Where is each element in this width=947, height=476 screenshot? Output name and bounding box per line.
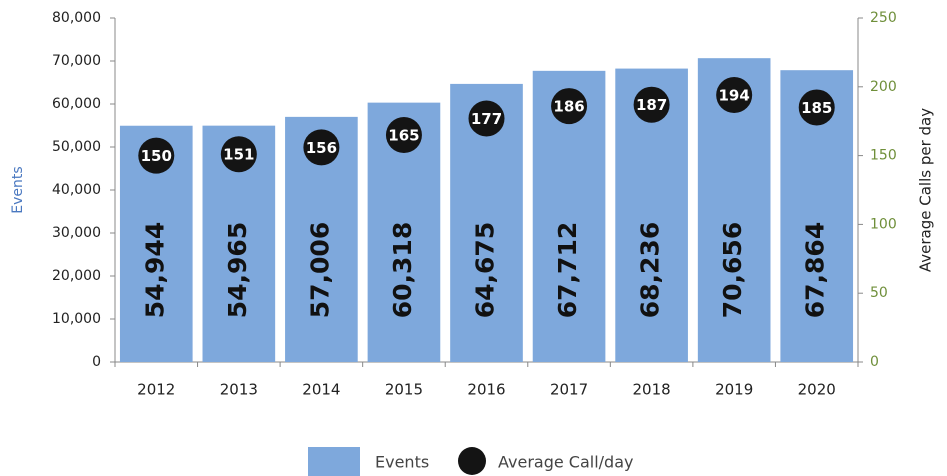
y-tick-label: 70,000	[52, 53, 101, 69]
bar-value-label: 54,965	[223, 222, 252, 318]
call-marker	[551, 88, 588, 125]
call-value-label: 156	[306, 139, 337, 157]
y-tick-label: 20,000	[52, 268, 101, 284]
call-value-label: 187	[636, 96, 667, 114]
x-tick-label: 2016	[467, 381, 505, 399]
y2-tick-label: 100	[870, 216, 897, 232]
y2-axis-label: Average Calls per day	[917, 108, 935, 272]
y-tick-label: 0	[92, 354, 101, 370]
call-marker	[220, 136, 257, 173]
legend-swatch	[308, 447, 360, 476]
x-tick-label: 2019	[715, 381, 753, 399]
call-value-label: 177	[471, 110, 502, 128]
y-tick-label: 30,000	[52, 225, 101, 241]
call-marker	[138, 137, 175, 174]
call-marker	[798, 89, 835, 126]
bar-value-label: 68,236	[636, 222, 665, 318]
x-tick-label: 2020	[798, 381, 836, 399]
y-tick-label: 10,000	[52, 311, 101, 327]
call-value-label: 186	[553, 98, 584, 116]
call-value-label: 185	[801, 99, 832, 117]
x-tick-label: 2014	[302, 381, 340, 399]
y2-tick-label: 250	[870, 10, 897, 26]
call-value-label: 165	[388, 126, 419, 144]
call-marker	[303, 129, 340, 166]
x-tick-label: 2018	[633, 381, 671, 399]
x-tick-label: 2015	[385, 381, 423, 399]
bar-value-label: 64,675	[471, 222, 500, 318]
call-value-label: 194	[719, 87, 750, 105]
bar-value-label: 70,656	[718, 222, 747, 318]
legend-swatch	[458, 447, 486, 475]
bar-value-label: 67,712	[553, 222, 582, 318]
y-tick-label: 50,000	[52, 139, 101, 155]
call-marker	[385, 116, 422, 153]
bar-value-label: 54,944	[140, 222, 169, 318]
y-axis-label: Events	[10, 166, 26, 213]
x-tick-label: 2013	[220, 381, 258, 399]
y-tick-label: 40,000	[52, 182, 101, 198]
y2-tick-label: 150	[870, 148, 897, 164]
call-marker	[633, 86, 670, 123]
x-tick-label: 2017	[550, 381, 588, 399]
y-tick-label: 80,000	[52, 10, 101, 26]
y2-tick-label: 50	[870, 285, 888, 301]
bar-value-label: 67,864	[801, 222, 830, 318]
call-value-label: 150	[141, 147, 172, 165]
bar-value-label: 57,006	[305, 222, 334, 318]
legend-label: Average Call/day	[498, 453, 633, 472]
y-tick-label: 60,000	[52, 96, 101, 112]
call-value-label: 151	[223, 146, 254, 164]
y2-tick-label: 200	[870, 79, 897, 95]
x-tick-label: 2012	[137, 381, 175, 399]
call-marker	[716, 77, 753, 114]
legend-label: Events	[375, 453, 429, 472]
bar-value-label: 60,318	[388, 222, 417, 318]
call-marker	[468, 100, 505, 137]
y2-tick-label: 0	[870, 354, 879, 370]
